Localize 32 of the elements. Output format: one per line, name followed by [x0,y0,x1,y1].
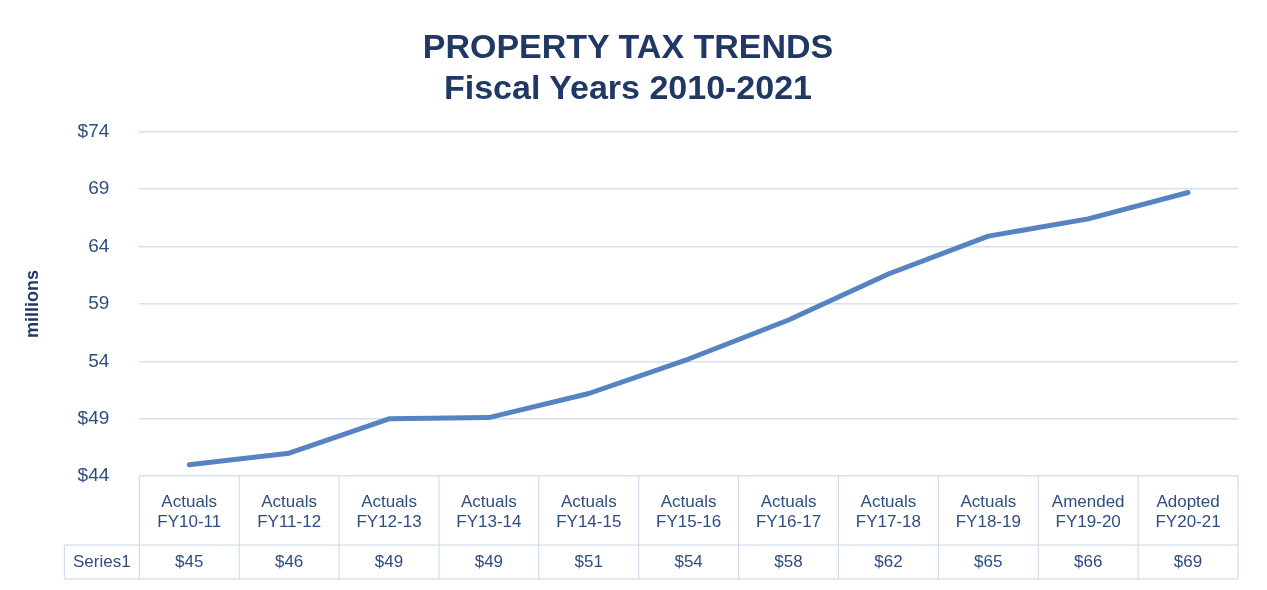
data-label: $45 [175,551,204,571]
y-tick-label: 64 [88,234,110,256]
y-tick-label: 69 [88,177,110,199]
x-tick-label: Actuals FY18-19 [955,492,1021,532]
x-tick-label: Actuals FY15-16 [656,492,722,532]
x-tick-label: Actuals FY17-18 [855,492,922,532]
data-label: $58 [774,551,803,571]
data-label: $49 [374,551,404,571]
text: Series1 [72,551,131,571]
y-tick-label: $49 [77,407,110,428]
x-tick-label: Actuals FY11-12 [257,492,322,532]
data-label: $69 [1173,551,1203,571]
x-tick-label: Actuals FY16-17 [755,492,822,532]
x-tick-label: Actuals FY10-11 [157,492,222,532]
y-axis-title: millions [21,269,42,338]
data-label: $65 [974,551,1003,571]
data-label: $62 [874,551,903,571]
x-tick-label: Actuals FY14-15 [556,492,622,532]
data-label: $49 [474,551,504,571]
y-tick-label: 59 [88,292,110,314]
x-tick-label: Actuals FY13-14 [456,492,522,532]
x-tick-label: Adopted FY20-21 [1155,492,1221,532]
y-tick-label: 54 [88,349,110,371]
x-tick-label: Actuals FY12-13 [356,492,422,532]
x-tick-label: Amended FY19-20 [1051,492,1125,532]
data-label: $66 [1073,551,1103,571]
y-tick-label: $44 [77,464,110,486]
data-label: $46 [274,551,304,571]
data-label: $51 [574,551,603,571]
y-tick-label: $74 [77,119,110,141]
chart-title: PROPERTY TAX TRENDS Fiscal Years 2010-2021 [422,26,834,106]
data-label: $54 [674,551,703,571]
